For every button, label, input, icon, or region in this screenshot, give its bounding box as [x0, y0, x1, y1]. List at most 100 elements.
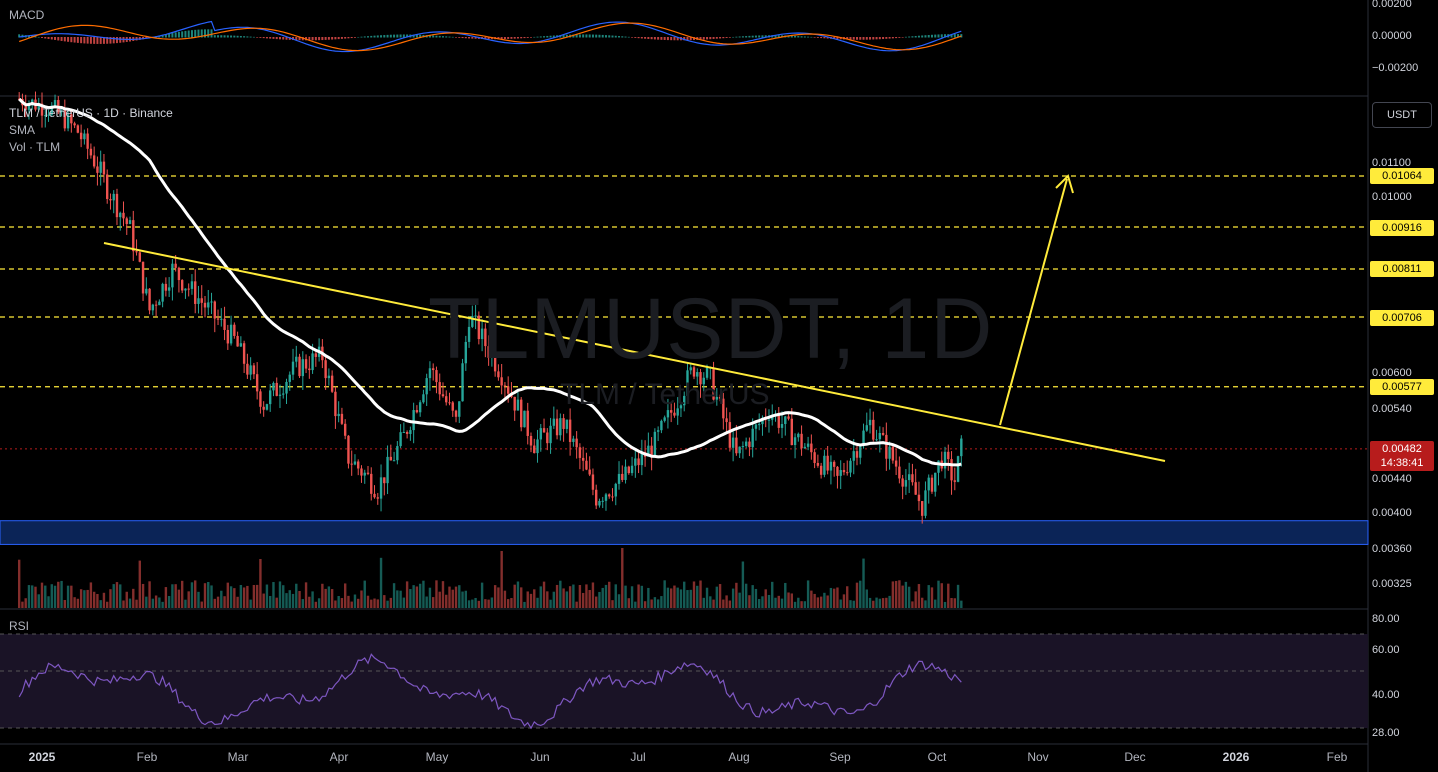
candle-body — [135, 251, 138, 253]
volume-bar — [754, 588, 758, 608]
candle-body — [686, 370, 689, 396]
macd-histogram-bar — [748, 35, 751, 38]
volume-bar — [171, 584, 174, 608]
macd-histogram-bar — [213, 35, 216, 38]
volume-bar — [885, 597, 888, 608]
volume-bar — [894, 580, 898, 608]
volume-bar — [806, 580, 810, 608]
time-tick: May — [425, 750, 449, 764]
volume-bar — [832, 588, 836, 608]
macd-histogram-bar — [960, 34, 963, 38]
volume-bar — [379, 557, 383, 608]
candle-body — [542, 428, 546, 433]
candle-body — [428, 368, 432, 379]
macd-histogram-bar — [728, 37, 731, 38]
macd-histogram-bar — [516, 37, 519, 39]
candle-body — [119, 212, 122, 218]
volume-bar — [464, 590, 467, 608]
volume-bar — [109, 589, 112, 608]
macd-histogram-bar — [487, 37, 490, 40]
volume-bar — [79, 589, 83, 608]
macd-histogram-bar — [278, 37, 281, 40]
volume-bar — [409, 589, 412, 608]
macd-histogram-bar — [265, 37, 268, 39]
symbol-legend[interactable]: TLM / TetherUS · 1D · Binance — [9, 106, 173, 120]
macd-histogram-bar — [256, 37, 259, 38]
volume-bar — [813, 593, 816, 608]
candle-body — [115, 193, 119, 218]
macd-histogram-bar — [823, 37, 826, 39]
time-tick: Aug — [728, 750, 750, 764]
volume-bar — [223, 596, 226, 608]
macd-label[interactable]: MACD — [9, 8, 45, 22]
sma-legend[interactable]: SMA — [9, 123, 36, 137]
macd-histogram-bar — [647, 37, 650, 39]
candle-body — [474, 315, 477, 317]
volume-bar — [180, 580, 184, 608]
macd-histogram-bar — [588, 34, 591, 38]
volume-bar — [568, 586, 572, 608]
volume-bar — [177, 589, 181, 608]
volume-bar — [282, 585, 285, 608]
macd-histogram-bar — [471, 37, 474, 39]
macd-histogram-bar — [810, 36, 813, 38]
volume-bar — [249, 599, 252, 608]
macd-histogram-bar — [164, 34, 167, 38]
candle-body — [533, 445, 536, 454]
volume-bar — [418, 583, 422, 608]
candle-body — [432, 368, 435, 371]
candle-body — [771, 415, 774, 420]
macd-histogram-bar — [360, 36, 363, 38]
volume-bar — [216, 596, 220, 608]
candle-body — [454, 410, 458, 417]
candle-body — [203, 302, 207, 308]
projection-arrow-head — [1055, 174, 1074, 194]
candle-body — [608, 494, 611, 497]
volume-bar — [953, 598, 956, 608]
candle-body — [529, 435, 533, 446]
price-tick: 0.00440 — [1372, 473, 1412, 485]
candle-body — [777, 413, 780, 428]
candle-body — [712, 367, 715, 400]
macd-histogram-bar — [533, 36, 536, 38]
candle-body — [650, 445, 653, 457]
candle-body — [758, 424, 761, 426]
macd-histogram-bar — [380, 35, 383, 38]
macd-histogram-bar — [334, 37, 337, 40]
macd-histogram-bar — [582, 34, 585, 38]
volume-bar — [679, 589, 683, 608]
volume-legend[interactable]: Vol · TLM — [9, 140, 61, 154]
candle-body — [399, 432, 402, 447]
volume-bar — [921, 597, 924, 608]
volume-bar — [702, 597, 705, 608]
macd-histogram-bar — [445, 36, 448, 38]
candle-body — [477, 315, 481, 340]
macd-histogram-bar — [595, 34, 598, 38]
macd-histogram-bar — [184, 30, 187, 38]
candle-body — [272, 382, 275, 391]
volume-bar — [777, 595, 780, 608]
macd-histogram-bar — [712, 37, 715, 39]
volume-bar — [63, 599, 67, 608]
candle-body — [761, 417, 764, 425]
volume-bar — [503, 590, 507, 608]
candle-body — [894, 460, 898, 467]
candle-body — [559, 418, 562, 436]
time-tick: Dec — [1124, 750, 1146, 764]
volume-bar — [396, 590, 399, 608]
volume-bar — [803, 601, 807, 608]
currency-button[interactable]: USDT — [1372, 102, 1432, 128]
volume-bar — [718, 584, 722, 608]
candle-body — [823, 455, 826, 475]
time-tick: Oct — [927, 750, 947, 764]
macd-histogram-bar — [233, 35, 236, 38]
macd-histogram-bar — [236, 35, 239, 38]
rsi-tick: 40.00 — [1372, 689, 1400, 701]
macd-histogram-bar — [47, 37, 50, 39]
candle-body — [549, 425, 552, 444]
candle-body — [236, 335, 239, 347]
volume-bar — [692, 581, 696, 608]
rsi-label[interactable]: RSI — [9, 619, 30, 633]
macd-histogram-bar — [745, 36, 748, 38]
price-tick: 0.00600 — [1372, 367, 1412, 379]
